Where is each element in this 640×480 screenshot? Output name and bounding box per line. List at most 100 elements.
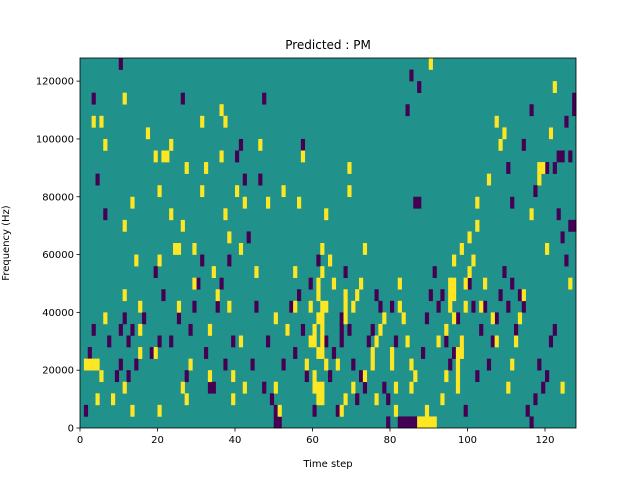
heatmap-cell-high — [320, 300, 325, 313]
heatmap-cell-low — [506, 162, 511, 174]
heatmap-cell-high — [455, 370, 461, 383]
heatmap-cell-high — [452, 289, 457, 302]
heatmap-cell-low — [262, 92, 267, 105]
heatmap-cell-high — [184, 393, 189, 406]
heatmap-cell-low — [242, 173, 247, 186]
heatmap-cell-high — [180, 219, 185, 232]
x-tick-label: 60 — [306, 435, 319, 446]
heatmap-cell-high — [207, 323, 213, 336]
heatmap-cell-low — [432, 266, 437, 278]
heatmap-cell-high — [312, 370, 317, 383]
heatmap-cell-low — [541, 381, 546, 394]
heatmap-cell-low — [529, 104, 534, 117]
heatmap-cell-low — [397, 416, 402, 429]
heatmap-cell-high — [498, 138, 503, 151]
heatmap-cell-high — [413, 370, 418, 383]
heatmap-cell-low — [83, 404, 89, 417]
x-tick-label: 120 — [535, 435, 554, 446]
heatmap-cell-high — [382, 312, 387, 325]
y-tick-label: 60000 — [42, 250, 74, 261]
heatmap-cell-low — [293, 347, 298, 359]
heatmap-cell-low — [103, 208, 108, 221]
heatmap-cell-low — [157, 335, 162, 348]
heatmap-cell-low — [486, 358, 492, 371]
heatmap-cell-high — [83, 358, 89, 371]
heatmap-cell-high — [180, 381, 185, 394]
heatmap-cell-low — [533, 185, 538, 198]
heatmap-cell-high — [266, 196, 271, 209]
heatmap-cell-low — [262, 381, 267, 394]
heatmap-cell-low — [277, 416, 282, 429]
heatmap-cell-low — [355, 393, 360, 406]
heatmap-cell-high — [320, 335, 325, 348]
heatmap-cell-low — [572, 104, 577, 117]
heatmap-cell-low — [448, 358, 453, 371]
heatmap-cell-high — [436, 335, 441, 348]
heatmap-cell-high — [517, 312, 523, 325]
heatmap-cell-high — [343, 300, 348, 313]
heatmap-cell-low — [405, 104, 410, 117]
heatmap-cell-low — [188, 323, 193, 336]
heatmap-cell-high — [312, 323, 317, 336]
heatmap-cell-high — [351, 381, 356, 394]
heatmap-cell-low — [223, 358, 228, 371]
heatmap-cell-low — [180, 92, 185, 105]
heatmap-cell-high — [188, 358, 193, 371]
heatmap-cell-high — [157, 185, 162, 198]
heatmap-cell-high — [401, 312, 406, 325]
heatmap-cell-high — [374, 393, 379, 406]
heatmap-cell-low — [269, 393, 275, 406]
heatmap-cell-high — [343, 289, 348, 302]
heatmap-cell-high — [397, 300, 402, 313]
heatmap-cell-high — [521, 289, 526, 302]
heatmap-cell-high — [308, 300, 313, 313]
heatmap-cell-low — [211, 381, 216, 394]
heatmap-cell-high — [455, 381, 461, 394]
heatmap-cell-high — [273, 381, 278, 394]
x-axis-label: Time step — [302, 459, 352, 470]
x-tick-label: 100 — [458, 435, 477, 446]
heatmap-cell-high — [455, 347, 461, 359]
heatmap-cell-high — [506, 381, 511, 394]
heatmap-cell-low — [452, 347, 457, 359]
heatmap-cell-high — [169, 208, 174, 221]
heatmap-cell-high — [324, 208, 329, 221]
heatmap-cell-low — [343, 266, 348, 278]
heatmap-cell-low — [219, 277, 224, 290]
heatmap-cell-high — [475, 219, 480, 232]
heatmap-cell-high — [459, 335, 464, 348]
heatmap-cell-high — [242, 196, 247, 209]
heatmap-cell-low — [490, 335, 495, 348]
heatmap-cell-high — [444, 323, 449, 336]
heatmap-cell-high — [432, 416, 437, 429]
heatmap-cell-low — [471, 300, 476, 313]
heatmap-cell-low — [118, 358, 123, 371]
heatmap-cell-high — [424, 404, 430, 417]
heatmap-cell-low — [227, 254, 232, 267]
heatmap-cell-high — [130, 404, 135, 417]
heatmap-cell-high — [494, 335, 499, 348]
heatmap-cell-high — [397, 277, 402, 290]
heatmap-cell-high — [335, 358, 340, 371]
heatmap-cell-high — [134, 254, 139, 267]
heatmap-cell-high — [510, 358, 515, 371]
heatmap-cell-low — [300, 323, 306, 336]
heatmap-cell-low — [238, 138, 244, 151]
heatmap-cell-low — [494, 312, 499, 325]
heatmap-cell-low — [339, 335, 344, 348]
heatmap-cell-high — [320, 243, 325, 255]
heatmap-cell-low — [204, 347, 209, 359]
heatmap-cell-high — [192, 277, 197, 290]
heatmap-cell-low — [142, 312, 147, 325]
heatmap-cell-high — [316, 289, 321, 302]
heatmap-cell-high — [362, 243, 368, 255]
heatmap-cell-high — [455, 358, 461, 371]
heatmap-cell-high — [452, 312, 457, 325]
heatmap-cell-low — [568, 219, 573, 232]
heatmap-cell-low — [417, 196, 422, 209]
heatmap-cell-high — [324, 358, 329, 371]
heatmap-cell-high — [316, 277, 321, 290]
heatmap-cell-high — [324, 300, 329, 313]
heatmap-cell-high — [285, 323, 290, 336]
heatmap-cell-high — [444, 370, 449, 383]
